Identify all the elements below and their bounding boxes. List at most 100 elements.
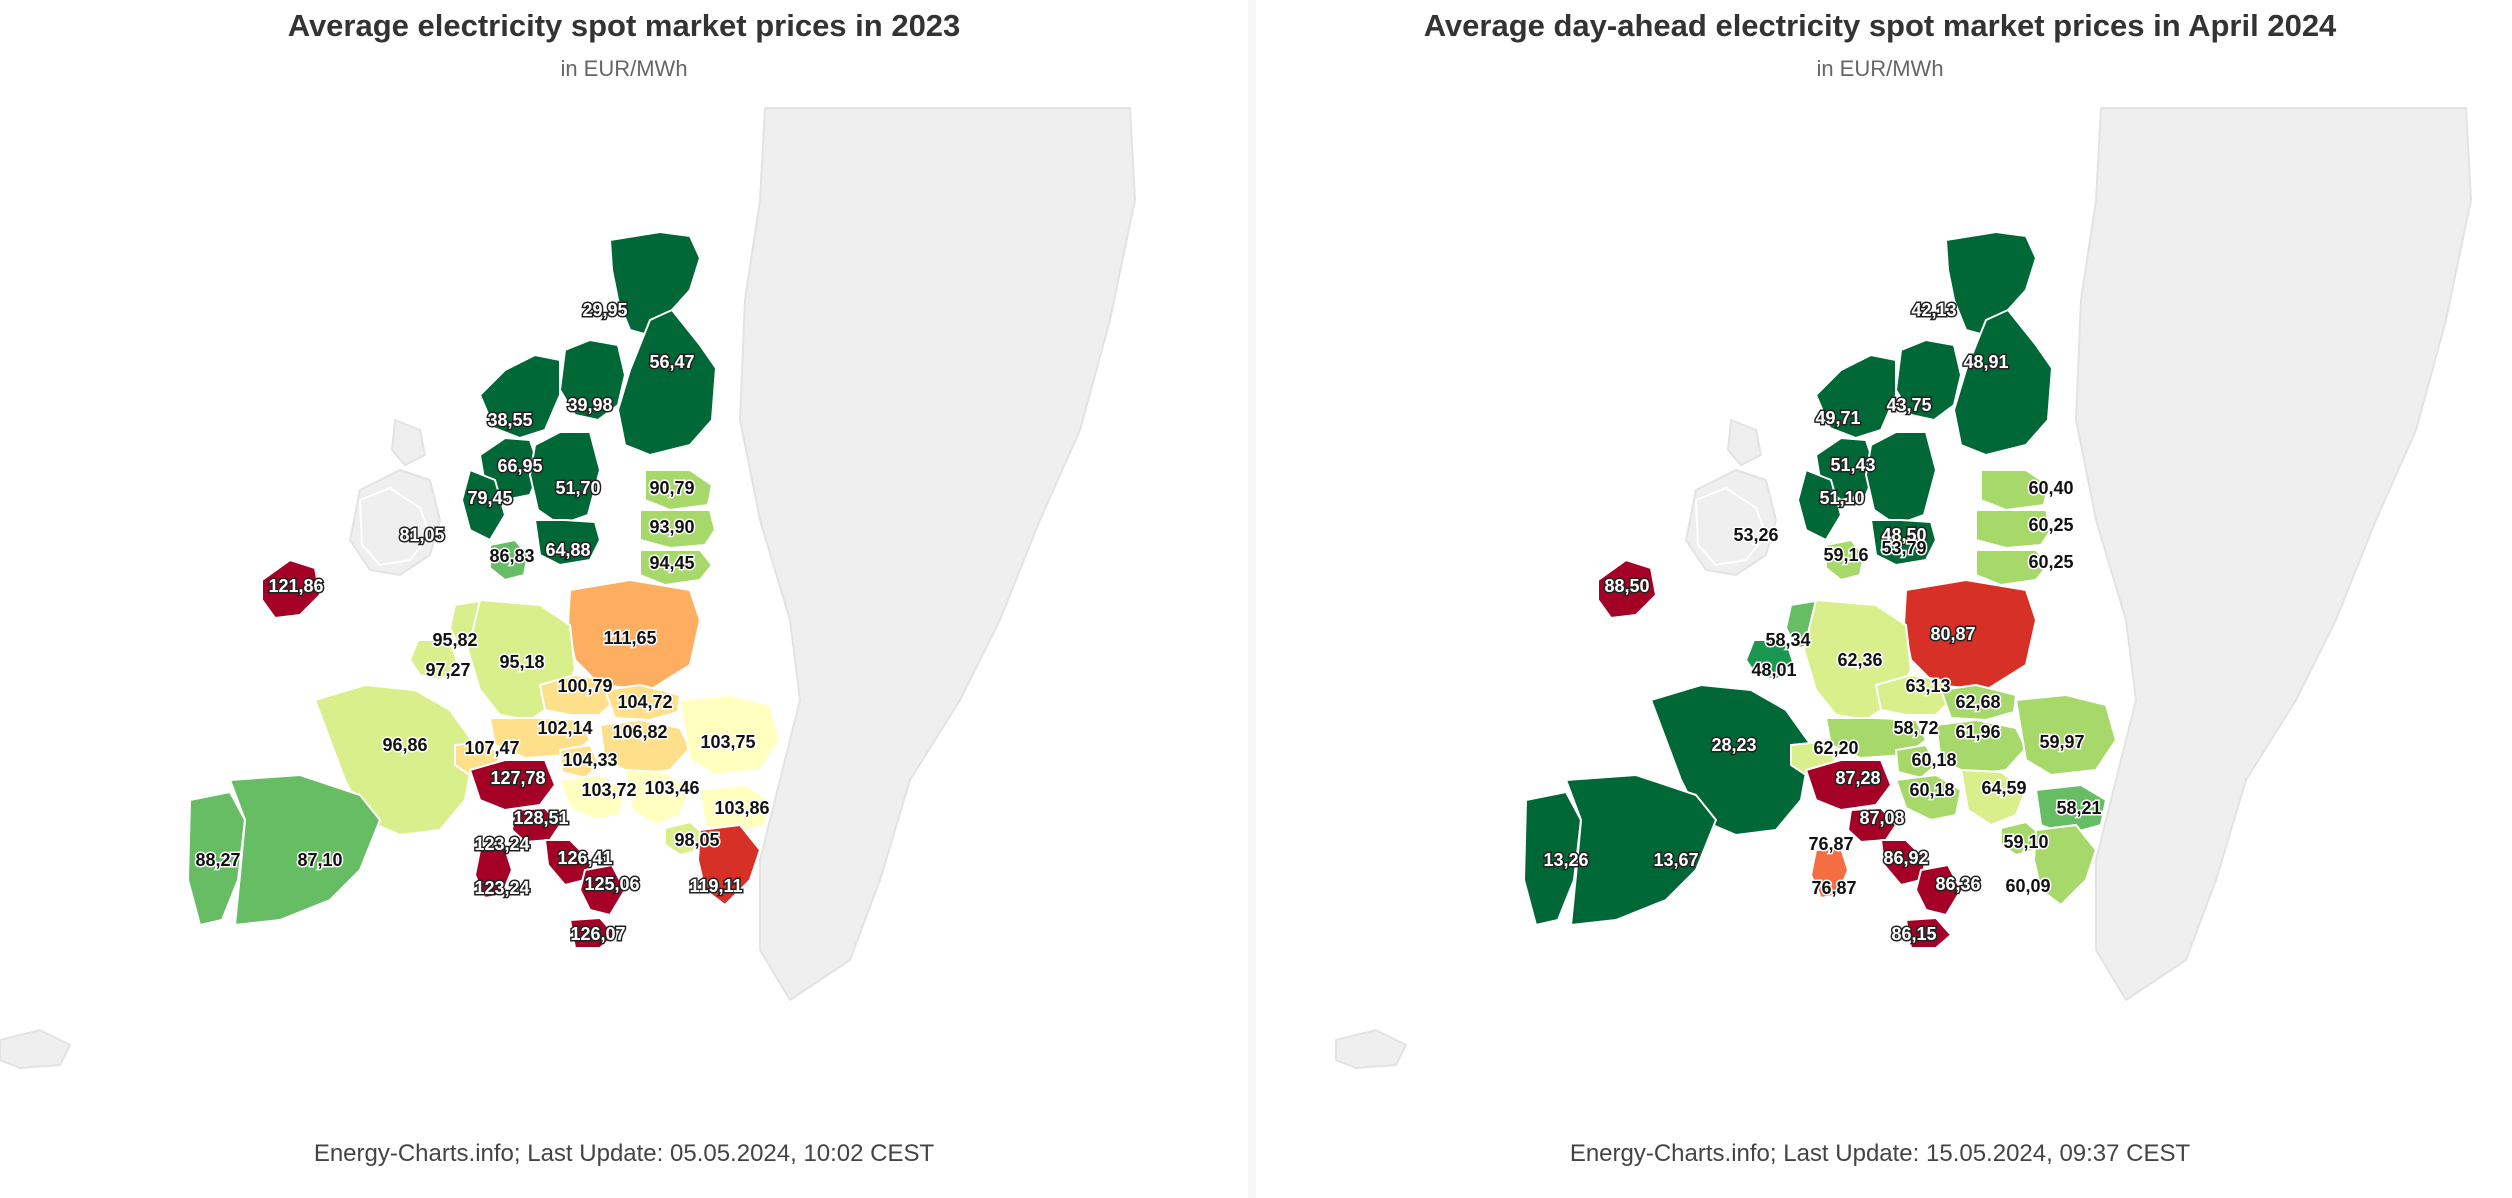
price-label-de-lu: 62,36 (1837, 650, 1882, 670)
region-lt[interactable] (1975, 549, 2049, 586)
price-label-pl: 80,87 (1930, 624, 1975, 644)
region-pt[interactable] (187, 791, 246, 926)
background-land-2 (1726, 418, 1763, 467)
region-si[interactable] (1895, 744, 1937, 779)
price-label-at: 58,72 (1893, 718, 1938, 738)
price-label-it-nord: 87,28 (1835, 768, 1880, 788)
region-it-sud[interactable] (579, 864, 626, 916)
price-label-se3: 48,50 (1881, 525, 1926, 545)
price-label-se1: 42,13 (1911, 300, 1956, 320)
region-gb[interactable] (1695, 487, 1767, 566)
region-bg[interactable] (699, 784, 771, 836)
region-se3[interactable] (529, 431, 601, 526)
region-it-sud[interactable] (1915, 864, 1962, 916)
region-dk1[interactable] (489, 539, 529, 581)
region-se4[interactable] (534, 519, 601, 566)
region-hu[interactable] (1935, 719, 2027, 776)
chart-credits[interactable]: Energy-Charts.info; Last Update: 05.05.2… (313, 1140, 935, 1167)
region-hr[interactable] (1895, 774, 1962, 821)
region-ee[interactable] (1980, 469, 2049, 511)
region-gr[interactable] (697, 824, 761, 906)
region-es[interactable] (229, 774, 381, 926)
europe-map-april-2024[interactable]: 42,13 48,91 43,75 49,71 51,43 51,10 48,5053,79… (1256, 100, 2504, 1100)
region-hr[interactable] (559, 774, 626, 821)
region-gb[interactable] (359, 487, 431, 566)
price-label-gr: 60,09 (2005, 876, 2050, 896)
region-fi[interactable] (1953, 309, 2053, 456)
region-no3[interactable] (479, 354, 561, 439)
background-land-0 (2074, 107, 2473, 1002)
price-label-bg: 58,21 (2056, 798, 2101, 818)
region-it-nord[interactable] (469, 759, 556, 811)
price-label-fi: 48,91 (1963, 352, 2008, 372)
price-label-be: 97,27 (425, 660, 470, 680)
price-label-no3: 38,55 (487, 410, 532, 430)
region-sk[interactable] (604, 684, 681, 721)
region-no5[interactable] (461, 469, 506, 541)
price-label-rs: 64,59 (1981, 778, 2026, 798)
region-it-sici[interactable] (569, 917, 616, 949)
region-hu[interactable] (599, 719, 691, 776)
region-no5[interactable] (1797, 469, 1842, 541)
region-es[interactable] (1565, 774, 1717, 926)
price-label-at: 102,14 (537, 718, 592, 738)
price-label-it-sud: 125,06 (584, 874, 639, 894)
price-label-hu: 106,82 (612, 722, 667, 742)
region-si[interactable] (559, 744, 601, 779)
region-ie[interactable] (1597, 559, 1657, 619)
price-label-gb: 53,26 (1733, 525, 1778, 545)
region-cz[interactable] (1875, 674, 1952, 716)
price-label-it-cnor: 128,51 (513, 808, 568, 828)
price-label-it-csud: 86,92 (1883, 848, 1928, 868)
region-se3[interactable] (1865, 431, 1937, 526)
chart-credits[interactable]: Energy-Charts.info; Last Update: 15.05.2… (1569, 1140, 2191, 1167)
region-rs[interactable] (1960, 769, 2027, 826)
price-label-es: 13,67 (1653, 850, 1698, 870)
price-label-it-sici: 86,15 (1891, 924, 1936, 944)
region-lt[interactable] (639, 549, 713, 586)
price-label-sk: 104,72 (617, 692, 672, 712)
price-label-se2: 39,98 (567, 395, 612, 415)
region-ee[interactable] (644, 469, 713, 511)
region-it-sard[interactable] (474, 847, 513, 899)
region-be[interactable] (409, 639, 459, 681)
region-se2[interactable] (559, 339, 626, 421)
region-se4[interactable] (1870, 519, 1937, 566)
region-ro[interactable] (679, 694, 781, 776)
region-be[interactable] (1745, 639, 1795, 681)
price-label-lt: 94,45 (649, 553, 694, 573)
price-label-se2: 43,75 (1886, 395, 1931, 415)
region-fi[interactable] (617, 309, 717, 456)
price-label-no1: 51,43 (1830, 455, 1875, 475)
europe-map-2023[interactable]: 29,95 56,47 39,98 38,55 66,95 79,45 51,70 64,88… (0, 100, 1248, 1100)
region-it-nord[interactable] (1805, 759, 1892, 811)
price-label-it-sard: 123,24 (474, 834, 529, 854)
price-label-hu: 61,96 (1955, 722, 2000, 742)
region-cz[interactable] (539, 674, 616, 716)
price-label-no3: 49,71 (1815, 408, 1860, 428)
region-no3[interactable] (1815, 354, 1897, 439)
region-lv[interactable] (1975, 509, 2052, 549)
price-label-fi: 56,47 (649, 352, 694, 372)
region-se2[interactable] (1895, 339, 1962, 421)
region-rs[interactable] (624, 769, 691, 826)
price-label-gr: 119,11 (689, 876, 742, 896)
region-sk[interactable] (1940, 684, 2017, 721)
region-dk1[interactable] (1825, 539, 1865, 581)
region-pt[interactable] (1523, 791, 1582, 926)
region-lv[interactable] (639, 509, 716, 549)
price-label-it-cnor: 87,08 (1859, 808, 1904, 828)
price-label-it-sard-lbl: 76,87 (1811, 878, 1856, 898)
price-label-rs: 103,46 (644, 778, 699, 798)
background-land-2 (390, 418, 427, 467)
region-ie[interactable] (261, 559, 321, 619)
region-it-sard[interactable] (1810, 847, 1849, 899)
background-land-0 (738, 107, 1137, 1002)
region-gr[interactable] (2033, 824, 2097, 906)
price-label-pt: 88,27 (195, 850, 240, 870)
region-bg[interactable] (2035, 784, 2107, 836)
region-ro[interactable] (2015, 694, 2117, 776)
price-label-it-sici: 126,07 (570, 924, 625, 944)
price-label-be: 48,01 (1751, 660, 1796, 680)
region-it-sici[interactable] (1905, 917, 1952, 949)
